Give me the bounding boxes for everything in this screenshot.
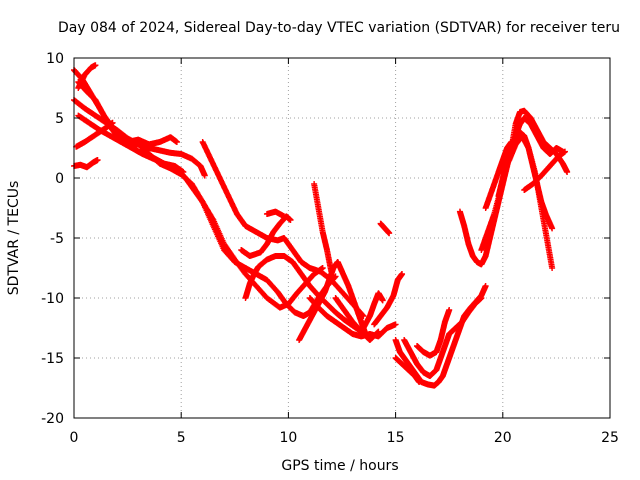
series-track-23 — [392, 355, 423, 385]
series-track-16 — [332, 295, 382, 343]
y-tick-label: -5 — [50, 231, 64, 247]
y-tick-label: 0 — [55, 171, 64, 187]
series-track-12 — [263, 208, 288, 220]
series-track-14 — [311, 181, 335, 275]
series-track-8 — [124, 134, 180, 148]
series-track-9 — [199, 139, 367, 319]
series-track-28 — [521, 148, 568, 193]
series-track-6 — [75, 62, 99, 91]
series-markers — [360, 290, 386, 331]
y-tick-label: -10 — [41, 291, 64, 307]
series-track-29 — [482, 139, 515, 211]
y-tick-label: 10 — [46, 51, 64, 67]
y-tick-label: -20 — [41, 411, 64, 427]
y-tick-label: -15 — [41, 351, 64, 367]
chart-title: Day 084 of 2024, Sidereal Day-to-day VTE… — [58, 20, 620, 36]
y-axis-label: SDTVAR / TECUs — [6, 181, 22, 296]
series-markers — [414, 307, 453, 359]
series-markers — [199, 139, 367, 319]
x-axis-ticks: 0 5 10 15 20 25 — [70, 58, 619, 446]
series-markers — [263, 208, 288, 220]
series-track-18 — [371, 271, 406, 328]
series-markers — [73, 119, 116, 150]
series-markers — [392, 355, 423, 385]
data-points — [71, 62, 571, 389]
series-markers — [238, 213, 294, 259]
series-markers — [401, 295, 485, 379]
x-tick-label: 25 — [601, 430, 619, 446]
x-tick-label: 0 — [70, 430, 79, 446]
x-tick-label: 5 — [177, 430, 186, 446]
series-markers — [75, 62, 99, 91]
series-markers — [71, 157, 101, 171]
y-axis-ticks: -20 -15 -10 -5 0 5 10 — [41, 51, 610, 427]
series-track-22 — [414, 307, 453, 359]
series-markers — [124, 134, 180, 148]
series-track-11 — [238, 213, 294, 259]
series-markers — [371, 271, 406, 328]
series-markers — [332, 295, 382, 343]
x-tick-label: 15 — [387, 430, 405, 446]
grid-lines — [74, 58, 610, 418]
x-tick-label: 20 — [494, 430, 512, 446]
series-markers — [482, 139, 515, 211]
series-track-17 — [360, 290, 386, 331]
series-track-27 — [499, 133, 556, 271]
series-markers — [521, 148, 568, 193]
series-markers — [377, 220, 393, 237]
series-markers — [311, 181, 335, 275]
series-track-7 — [71, 157, 101, 171]
series-track-19 — [377, 220, 393, 237]
y-tick-label: 5 — [55, 111, 64, 127]
series-track-21 — [401, 295, 485, 379]
x-axis-label: GPS time / hours — [281, 458, 398, 474]
series-track-5 — [73, 119, 116, 150]
x-tick-label: 10 — [279, 430, 297, 446]
series-markers — [499, 133, 556, 271]
